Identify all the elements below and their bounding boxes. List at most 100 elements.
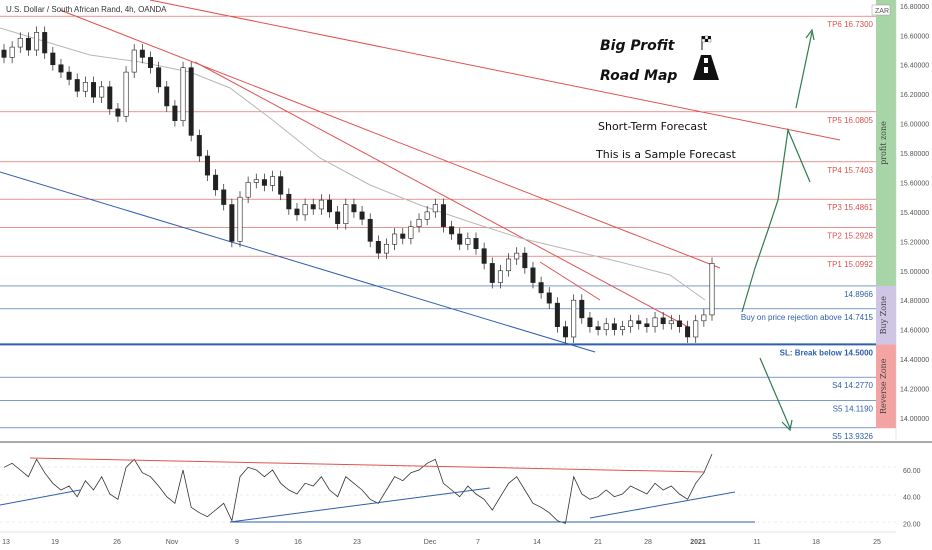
candle-body-37 (302, 204, 308, 216)
candle-body-35 (286, 193, 292, 210)
x-label-0: 13 (2, 539, 10, 546)
x-label-7: Dec (424, 539, 437, 546)
candle-body-24 (196, 135, 202, 157)
forecast-up-arrowhead (805, 28, 815, 41)
candle-body-12 (99, 86, 105, 98)
price-tick-13: 14.20000 (900, 386, 929, 393)
candle-body-29 (237, 196, 243, 242)
moving-average (0, 27, 706, 301)
candle-body-53 (432, 204, 438, 213)
candle-body-62 (506, 258, 512, 272)
candle-body-55 (449, 226, 455, 235)
candle-body-10 (82, 82, 88, 92)
chart-title: U.S. Dollar / South African Rand, 4h, OA… (6, 5, 167, 14)
osc-support-1 (0, 489, 81, 506)
candle-body-84 (685, 326, 691, 338)
candle-body-43 (351, 204, 357, 213)
candle-body-68 (554, 302, 560, 327)
x-label-6: 23 (353, 539, 361, 546)
candle-body-50 (408, 226, 414, 239)
level-label-8: SL: Break below 14.5000 (780, 348, 874, 357)
candle-body-74 (603, 323, 609, 330)
candle-body-9 (74, 79, 80, 92)
x-label-14: 18 (812, 539, 820, 546)
candle-body-61 (497, 270, 503, 283)
zone-2 (876, 344, 896, 429)
price-tick-5: 15.80000 (900, 151, 929, 158)
candle-body-25 (204, 155, 210, 176)
candle-body-85 (693, 320, 699, 338)
price-tick-9: 15.00000 (900, 269, 929, 276)
currency-badge-label: ZAR (875, 8, 889, 15)
osc-support-2 (229, 487, 491, 523)
candle-body-82 (668, 320, 674, 325)
candle-body-58 (473, 238, 479, 249)
level-label-0: TP6 16.7300 (827, 20, 873, 29)
osc-tick-0: 60.00 (903, 468, 921, 475)
forecast-up-arrow (795, 31, 813, 109)
candle-body-54 (440, 204, 446, 227)
forecast-path (741, 127, 811, 313)
candle-body-32 (261, 179, 267, 186)
candle-body-65 (530, 267, 536, 283)
candle-body-60 (489, 263, 495, 283)
candle-body-78 (636, 320, 642, 325)
candle-body-0 (1, 49, 7, 58)
candle-body-81 (660, 317, 666, 325)
candle-body-70 (571, 299, 577, 338)
candle-body-44 (359, 211, 365, 220)
road-icon (693, 55, 719, 80)
candle-body-63 (514, 252, 520, 260)
level-label-3: TP3 15.4861 (827, 203, 873, 212)
zone-label-1: Buy Zone (879, 296, 888, 335)
trendline-support-2 (539, 261, 601, 301)
candle-body-21 (172, 105, 178, 121)
candle-body-6 (50, 52, 56, 66)
candle-body-4 (34, 32, 40, 51)
candle-body-7 (58, 64, 64, 73)
candle-body-2 (17, 37, 23, 48)
x-label-2: 26 (113, 539, 121, 546)
x-label-15: 25 (873, 539, 881, 546)
candle-body-19 (156, 67, 162, 88)
zones-layer: profit zone Buy Zone Reverse Zone (876, 0, 896, 429)
zone-label-0: profit zone (879, 121, 888, 165)
candle-body-57 (465, 238, 471, 245)
candle-body-17 (139, 49, 145, 58)
candle-body-49 (400, 233, 406, 239)
levels-layer: TP6 16.7300 TP5 16.0805 TP4 15.7403 TP3 15.… (0, 15, 876, 441)
x-label-8: 7 (476, 539, 480, 546)
candle-body-41 (335, 211, 341, 224)
forecast-arrows (741, 28, 815, 432)
candle-body-1 (9, 46, 15, 58)
level-label-4: TP2 15.2928 (827, 232, 873, 241)
price-tick-11: 14.60000 (900, 328, 929, 335)
candle-body-15 (123, 71, 129, 117)
candle-body-66 (538, 282, 544, 294)
trendline-upper (149, 0, 841, 141)
candle-body-73 (595, 326, 601, 330)
candle-body-27 (221, 189, 227, 205)
forecast-down-arrow (759, 357, 791, 429)
candle-body-45 (367, 218, 373, 242)
trendline-mid (59, 9, 721, 269)
price-axis: 16.80000 16.60000 16.40000 16.20000 16.00000… (871, 0, 932, 440)
x-label-9: 14 (533, 539, 541, 546)
candle-body-30 (245, 182, 251, 198)
level-label-7: Buy on price rejection above 14.7415 (741, 313, 874, 322)
candle-body-39 (318, 199, 324, 210)
level-label-5: TP1 15.0992 (827, 260, 873, 269)
heading-line-1: Big Profit (600, 38, 676, 54)
osc-tick-2: 20.00 (903, 521, 921, 528)
checkered-flag-icon (701, 35, 712, 50)
x-label-5: 16 (294, 539, 302, 546)
candle-body-83 (676, 320, 682, 327)
zone-label-2: Reverse Zone (879, 358, 888, 414)
candle-body-8 (66, 71, 72, 80)
candle-body-46 (375, 241, 381, 254)
candle-body-34 (278, 176, 284, 195)
x-label-13: 11 (753, 539, 760, 546)
candle-body-31 (253, 179, 259, 183)
candle-body-48 (392, 233, 398, 245)
